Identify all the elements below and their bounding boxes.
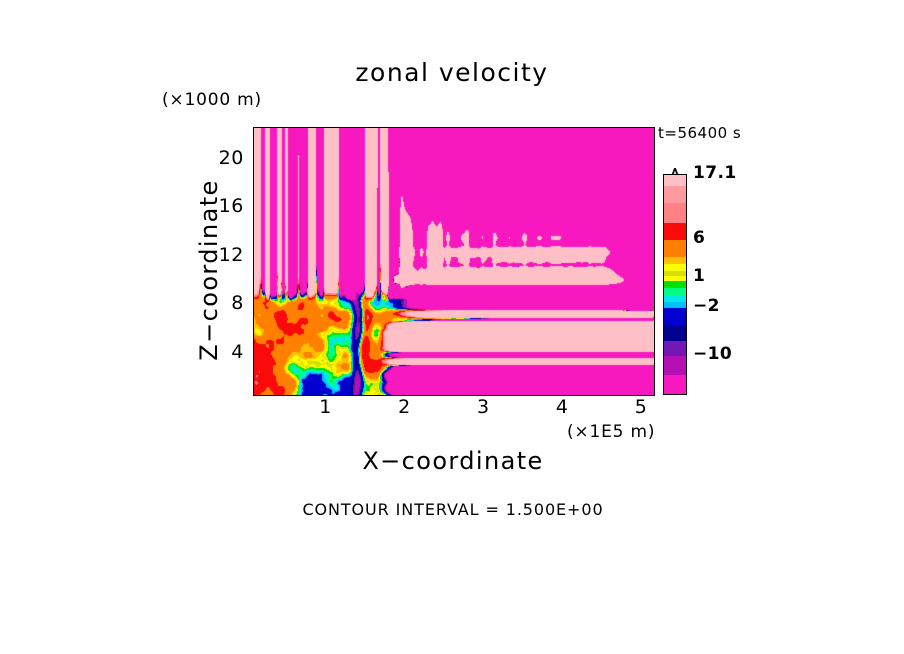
time-stamp-label: t=56400 s: [658, 124, 742, 142]
colorbar-tick-label: −10: [693, 344, 733, 365]
colorbar-band: [664, 175, 686, 187]
y-tick-label: 20: [218, 146, 244, 169]
y-tick-label: 12: [218, 243, 244, 266]
colorbar-tick-label: 1: [693, 265, 706, 286]
contour-interval-note: CONTOUR INTERVAL = 1.500E+00: [302, 500, 604, 519]
colorbar-band: [664, 308, 686, 326]
colorbar-band: [664, 275, 686, 282]
x-tick-label: 4: [555, 396, 569, 418]
colorbar-band: [664, 186, 686, 204]
x-tick-label: 2: [398, 396, 411, 418]
colorbar-band: [664, 356, 686, 376]
colorbar-band: [664, 287, 686, 295]
x-tick-label: 5: [634, 396, 648, 418]
x-tick-label: 1: [319, 396, 332, 418]
page-title: zonal velocity: [355, 58, 549, 87]
colorbar-band: [664, 281, 686, 288]
x-axis-units-label: (×1E5 m): [567, 422, 656, 442]
x-axis-title: X−coordinate: [362, 447, 544, 475]
colorbar-band: [664, 325, 686, 341]
colorbar-band: [664, 301, 686, 309]
y-tick-label: 8: [231, 292, 244, 315]
colorbar-band: [664, 270, 686, 276]
colorbar-band: [664, 203, 686, 223]
colorbar-band: [664, 222, 686, 240]
x-tick-label: 3: [477, 396, 490, 418]
y-tick-label: 4: [231, 340, 244, 363]
colorbar-band: [664, 294, 686, 302]
colorbar-tick-label: 6: [693, 227, 706, 248]
plot-area[interactable]: [253, 127, 655, 396]
colorbar-band: [664, 239, 686, 257]
colorbar-band: [664, 264, 686, 271]
colorbar-tick-label: −2: [693, 296, 720, 317]
colorbar-band: [664, 256, 686, 265]
y-axis-tick-labels: 20 16 12 8 4: [196, 0, 244, 654]
colorbar-tick-label: 17.1: [693, 163, 737, 183]
colorbar-band: [664, 375, 686, 394]
velocity-field-canvas: [254, 128, 654, 395]
colorbar-band: [664, 340, 686, 357]
colorbar[interactable]: [663, 174, 687, 395]
y-tick-label: 16: [218, 195, 244, 218]
y-axis-units-label: (×1000 m): [162, 90, 262, 110]
